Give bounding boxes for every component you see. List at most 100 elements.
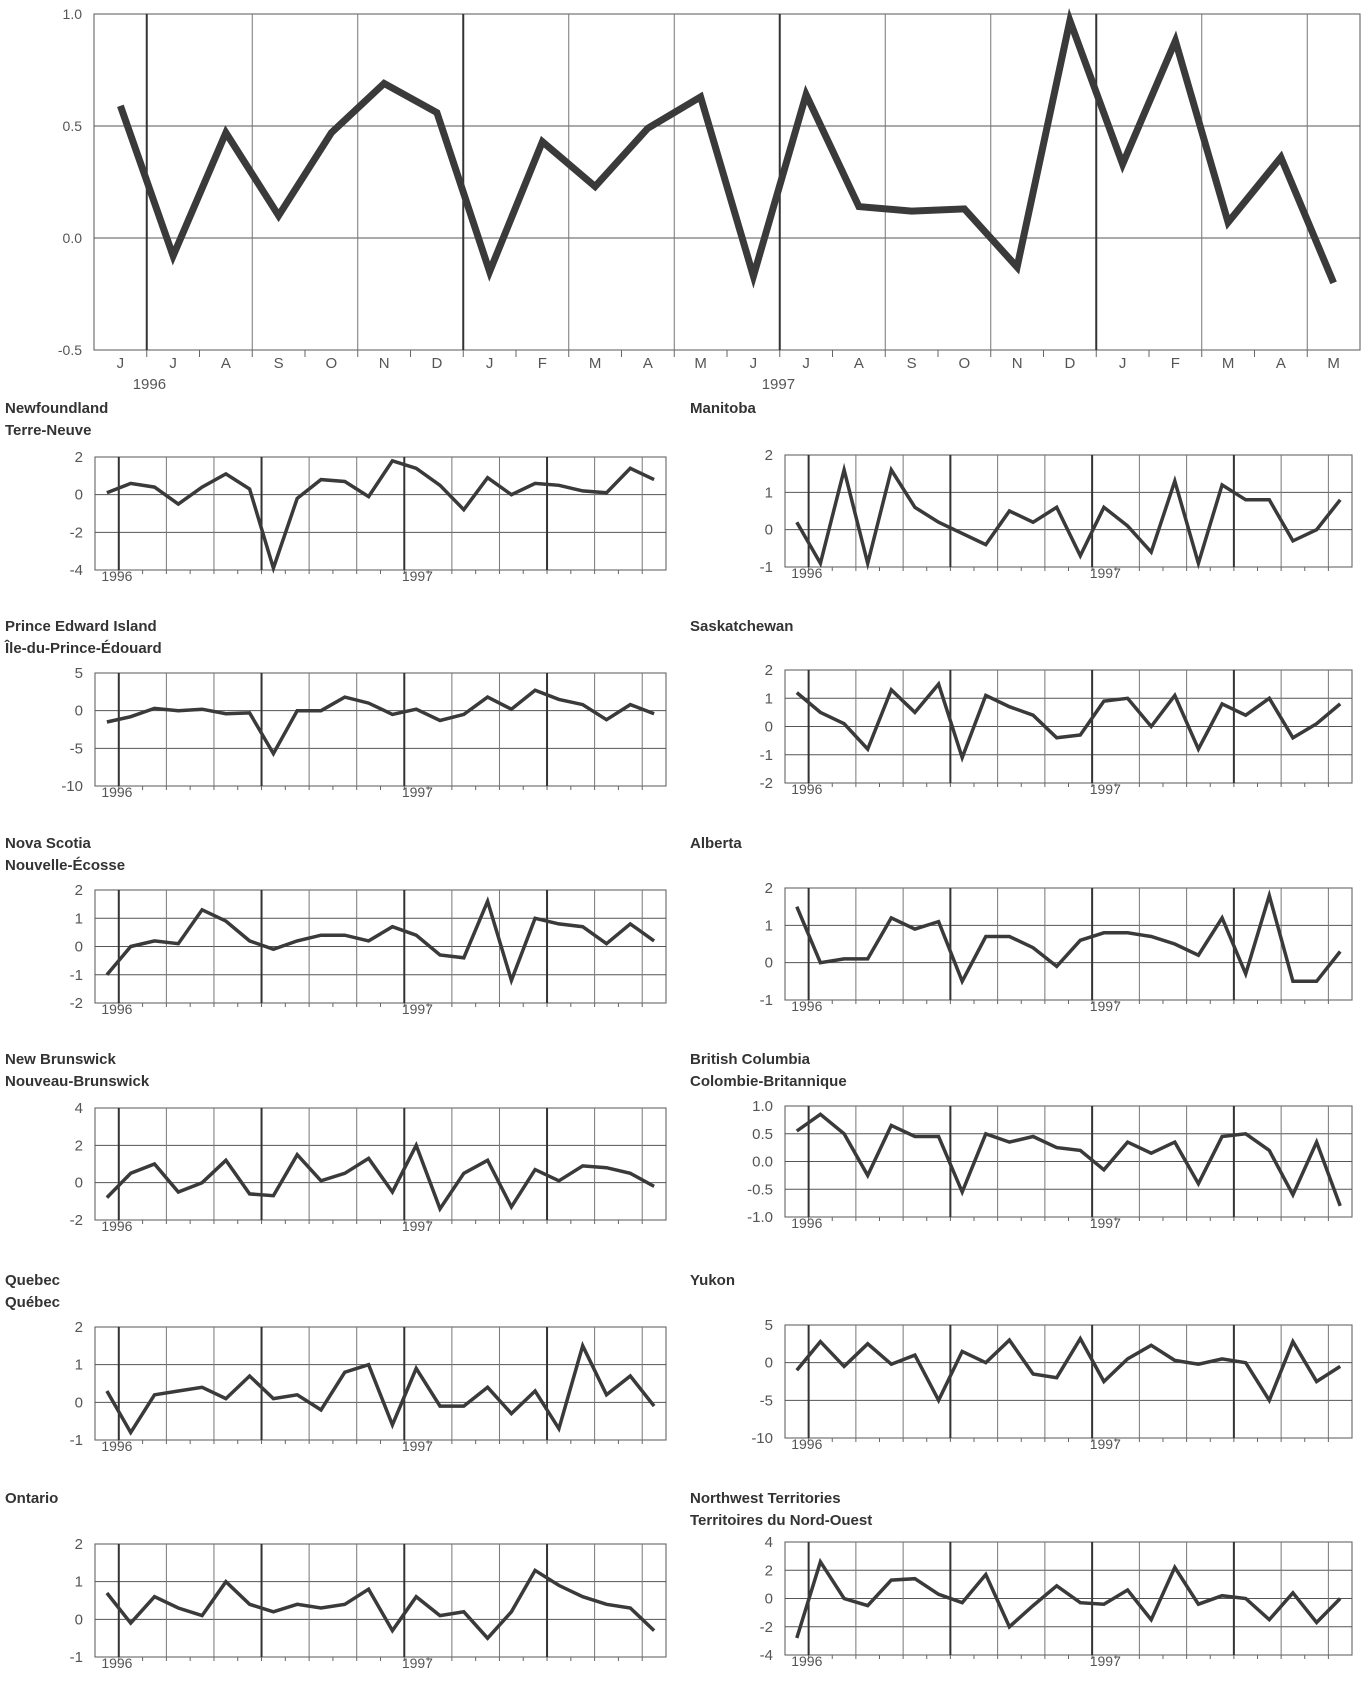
- y-tick-label: -1: [760, 747, 773, 764]
- year-label: 1996: [101, 1655, 132, 1671]
- year-label: 1997: [1090, 565, 1121, 581]
- x-tick-label: A: [221, 355, 231, 372]
- y-tick-label: 2: [765, 662, 773, 679]
- y-tick-label: -4: [70, 562, 83, 579]
- chart-1: 2 0 -2 -4 1996 1997: [70, 449, 667, 584]
- panel-title-line: Nouveau-Brunswick: [5, 1073, 150, 1090]
- series-line: [105, 1140, 655, 1213]
- year-label: 1997: [1090, 1653, 1121, 1669]
- y-tick-label: -10: [751, 1430, 773, 1447]
- series-line: [105, 1567, 656, 1641]
- x-tick-label: A: [643, 355, 653, 372]
- y-tick-label: 2: [75, 449, 83, 466]
- y-tick-label: 0: [75, 703, 83, 720]
- year-label: 1996: [101, 784, 132, 800]
- x-tick-label: J: [117, 355, 125, 372]
- y-tick-label: 1: [765, 484, 773, 501]
- x-tick-label: J: [486, 355, 494, 372]
- chart-8: 1.0 0.5 0.0 -0.5 -1.0 1996 1997: [747, 1098, 1353, 1231]
- series-line: [106, 688, 655, 758]
- y-tick-label: -10: [61, 778, 83, 795]
- x-tick-label: O: [959, 355, 971, 372]
- year-label: 1996: [101, 568, 132, 584]
- plot-frame: [94, 1107, 667, 1221]
- y-tick-label: -2: [70, 995, 83, 1012]
- y-tick-label: -1.0: [747, 1209, 773, 1226]
- y-tick-label: 1: [765, 917, 773, 934]
- x-tick-label: F: [538, 355, 547, 372]
- y-tick-label: -0.5: [58, 342, 82, 358]
- y-tick-label: 1.0: [63, 6, 83, 22]
- chart-4: 2 1 0 -1 -2 1996 1997: [760, 662, 1353, 797]
- year-label: 1997: [402, 1218, 433, 1234]
- y-tick-label: 2: [765, 447, 773, 464]
- y-tick-label: -2: [70, 524, 83, 541]
- y-tick-label: -1: [70, 1649, 83, 1666]
- chart-11: 2 1 0 -1 1996 1997: [70, 1536, 667, 1671]
- panel-title-line: British Columbia: [690, 1051, 811, 1068]
- chart-9: 2 1 0 -1 1996 1997: [70, 1319, 667, 1454]
- series-line: [106, 458, 655, 574]
- y-tick-label: 0.5: [752, 1126, 773, 1143]
- year-label: 1997: [1090, 781, 1121, 797]
- year-label: 1996: [791, 1653, 822, 1669]
- y-tick-label: -1: [70, 967, 83, 984]
- x-tick-label: S: [274, 355, 284, 372]
- x-tick-label: O: [326, 355, 338, 372]
- year-label: 1997: [402, 784, 433, 800]
- y-tick-label: 2: [75, 1536, 83, 1553]
- chart-10: 5 0 -5 -10 1996 1997: [751, 1317, 1353, 1452]
- x-tick-label: M: [1327, 355, 1340, 372]
- y-tick-label: 5: [765, 1317, 773, 1334]
- y-tick-label: -1: [70, 1432, 83, 1449]
- x-tick-label: M: [694, 355, 707, 372]
- plot-frame: [94, 1543, 667, 1658]
- year-label: 1997: [402, 1001, 433, 1017]
- y-tick-label: 4: [765, 1534, 773, 1551]
- chart-0: 1.0 0.5 0.0 -0.5 J J A S O N D J F M A M J J A S O N D J F M A M 199…: [58, 6, 1361, 393]
- year-label: 1997: [402, 568, 433, 584]
- year-label: 1997: [1090, 998, 1121, 1014]
- y-tick-label: 2: [765, 1562, 773, 1579]
- year-label: 1996: [101, 1438, 132, 1454]
- year-label: 1997: [762, 376, 795, 393]
- y-tick-label: 0: [765, 955, 773, 972]
- x-tick-label: D: [1064, 355, 1075, 372]
- y-tick-label: 5: [75, 665, 83, 682]
- year-label: 1996: [101, 1218, 132, 1234]
- panel-title-line: Newfoundland: [5, 400, 109, 417]
- panel-title-line: Alberta: [690, 835, 742, 852]
- y-tick-label: 1.0: [752, 1098, 773, 1115]
- year-label: 1997: [402, 1438, 433, 1454]
- y-tick-label: 2: [75, 1137, 83, 1154]
- y-tick-label: 0.5: [63, 118, 83, 134]
- series-line: [795, 1335, 1342, 1405]
- year-label: 1996: [133, 376, 166, 393]
- y-tick-label: 1: [765, 690, 773, 707]
- y-tick-label: 4: [75, 1100, 83, 1117]
- series-line: [795, 1112, 1342, 1207]
- year-label: 1997: [1090, 1215, 1121, 1231]
- x-tick-label: A: [854, 355, 864, 372]
- year-label: 1996: [791, 781, 822, 797]
- x-tick-label: M: [589, 355, 602, 372]
- series-line: [795, 1557, 1342, 1639]
- y-tick-label: 0: [75, 1175, 83, 1192]
- panel-title-line: Québec: [5, 1294, 61, 1311]
- y-tick-label: 2: [75, 882, 83, 899]
- panel-title-line: Yukon: [690, 1272, 736, 1289]
- year-label: 1996: [791, 1215, 822, 1231]
- y-tick-label: -0.5: [747, 1181, 773, 1198]
- x-tick-label: F: [1171, 355, 1180, 372]
- y-tick-label: -4: [760, 1647, 773, 1664]
- panel-title-line: Territoires du Nord-Ouest: [690, 1512, 873, 1529]
- y-tick-label: 0: [765, 719, 773, 736]
- panel-title-line: Terre-Neuve: [5, 422, 92, 439]
- panel-title-line: Nova Scotia: [5, 835, 91, 852]
- chart-5: 2 1 0 -1 -2 1996 1997: [70, 882, 667, 1017]
- x-tick-label: M: [1222, 355, 1235, 372]
- x-tick-label: J: [750, 355, 758, 372]
- series-line: [795, 462, 1342, 571]
- y-tick-label: -2: [760, 775, 773, 792]
- panel-title-line: Manitoba: [690, 400, 756, 417]
